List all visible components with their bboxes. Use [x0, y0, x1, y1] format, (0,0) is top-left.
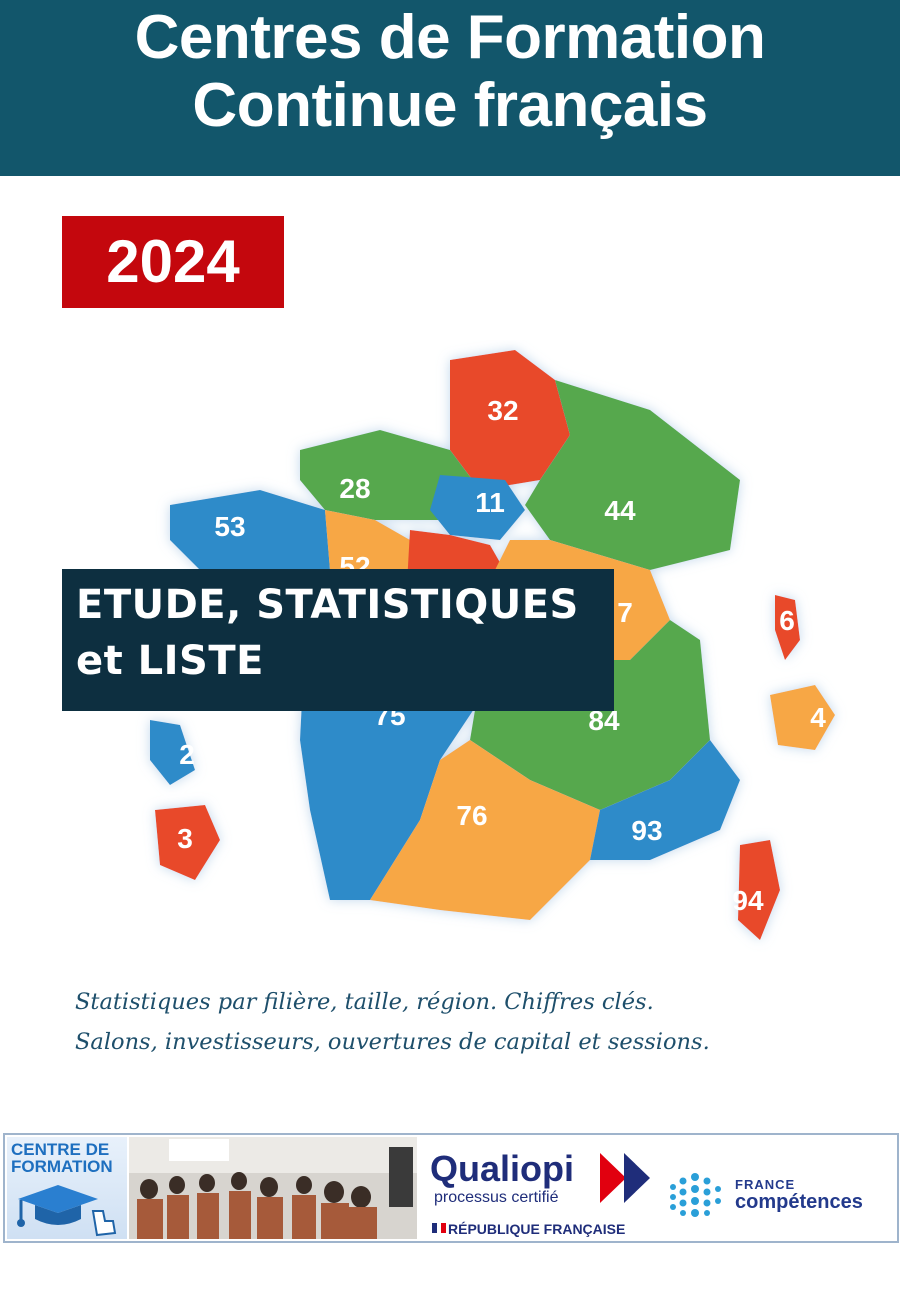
french-flag-icon: [432, 1223, 446, 1233]
region-count-label: 4: [810, 702, 826, 733]
fc-line-2: compétences: [735, 1191, 863, 1213]
study-line-1: ETUDE, STATISTIQUES: [76, 582, 579, 628]
region-count-label: 28: [339, 473, 370, 504]
region-count-label: 93: [631, 815, 662, 846]
region-count-label: 53: [214, 511, 245, 542]
region-count-label: 44: [604, 495, 636, 526]
qualiopi-arrows-icon: [600, 1153, 650, 1203]
region-grand-est: [525, 380, 740, 570]
france-competences-logo: FRANCE compétences: [665, 1171, 897, 1221]
region-count-label: 7: [617, 597, 633, 628]
classroom-photo: [129, 1137, 417, 1239]
centre-de-formation-logo: CENTRE DE FORMATION: [7, 1137, 127, 1239]
title-line-2: Continue français: [192, 71, 708, 140]
centre-logo-line-2: FORMATION: [11, 1157, 113, 1176]
dots-icon: [670, 1173, 721, 1217]
region-guyane: [155, 805, 220, 880]
region-guadeloupe: [150, 720, 195, 785]
study-banner: ETUDE, STATISTIQUES et LISTE: [62, 569, 614, 711]
region-count-label: 11: [475, 487, 505, 518]
qualiopi-logo: Qualiopi processus certifié RÉPUBLIQUE F…: [430, 1149, 660, 1239]
region-count-label: 76: [456, 800, 487, 831]
region-corse: [738, 840, 780, 940]
region-martinique: [775, 595, 800, 660]
region-occitanie: [370, 740, 600, 920]
footer-logos: CENTRE DE FORMATION Qualiopi: [3, 1133, 899, 1243]
study-line-2: et LISTE: [76, 638, 264, 684]
region-paca: [590, 740, 740, 860]
description-line-1: Statistiques par filière, taille, région…: [75, 989, 654, 1015]
year-badge: 2024: [62, 216, 284, 308]
region-count-label: 2: [179, 739, 195, 770]
title-line-1: Centres de Formation: [134, 3, 766, 72]
region-reunion: [770, 685, 835, 750]
centre-logo-line-1: CENTRE DE: [11, 1140, 110, 1159]
region-count-label: 6: [779, 605, 795, 636]
region-count-label: 3: [177, 823, 193, 854]
graduation-cap-icon: [17, 1185, 117, 1237]
region-bretagne: [170, 490, 330, 585]
region-ile-de-france: [430, 475, 525, 540]
qualiopi-title: Qualiopi: [430, 1148, 574, 1189]
description-line-2: Salons, investisseurs, ouvertures de cap…: [75, 1029, 710, 1055]
region-count-label: 94: [732, 885, 764, 916]
region-count-label: 32: [487, 395, 518, 426]
region-hauts-de-france: [450, 350, 570, 490]
republique-francaise-label: RÉPUBLIQUE FRANÇAISE: [448, 1221, 626, 1237]
qualiopi-subtitle: processus certifié: [434, 1189, 559, 1206]
header-banner: Centres de Formation Continue français: [0, 0, 900, 176]
fc-line-1: FRANCE: [735, 1177, 796, 1192]
description: Statistiques par filière, taille, région…: [75, 982, 875, 1062]
